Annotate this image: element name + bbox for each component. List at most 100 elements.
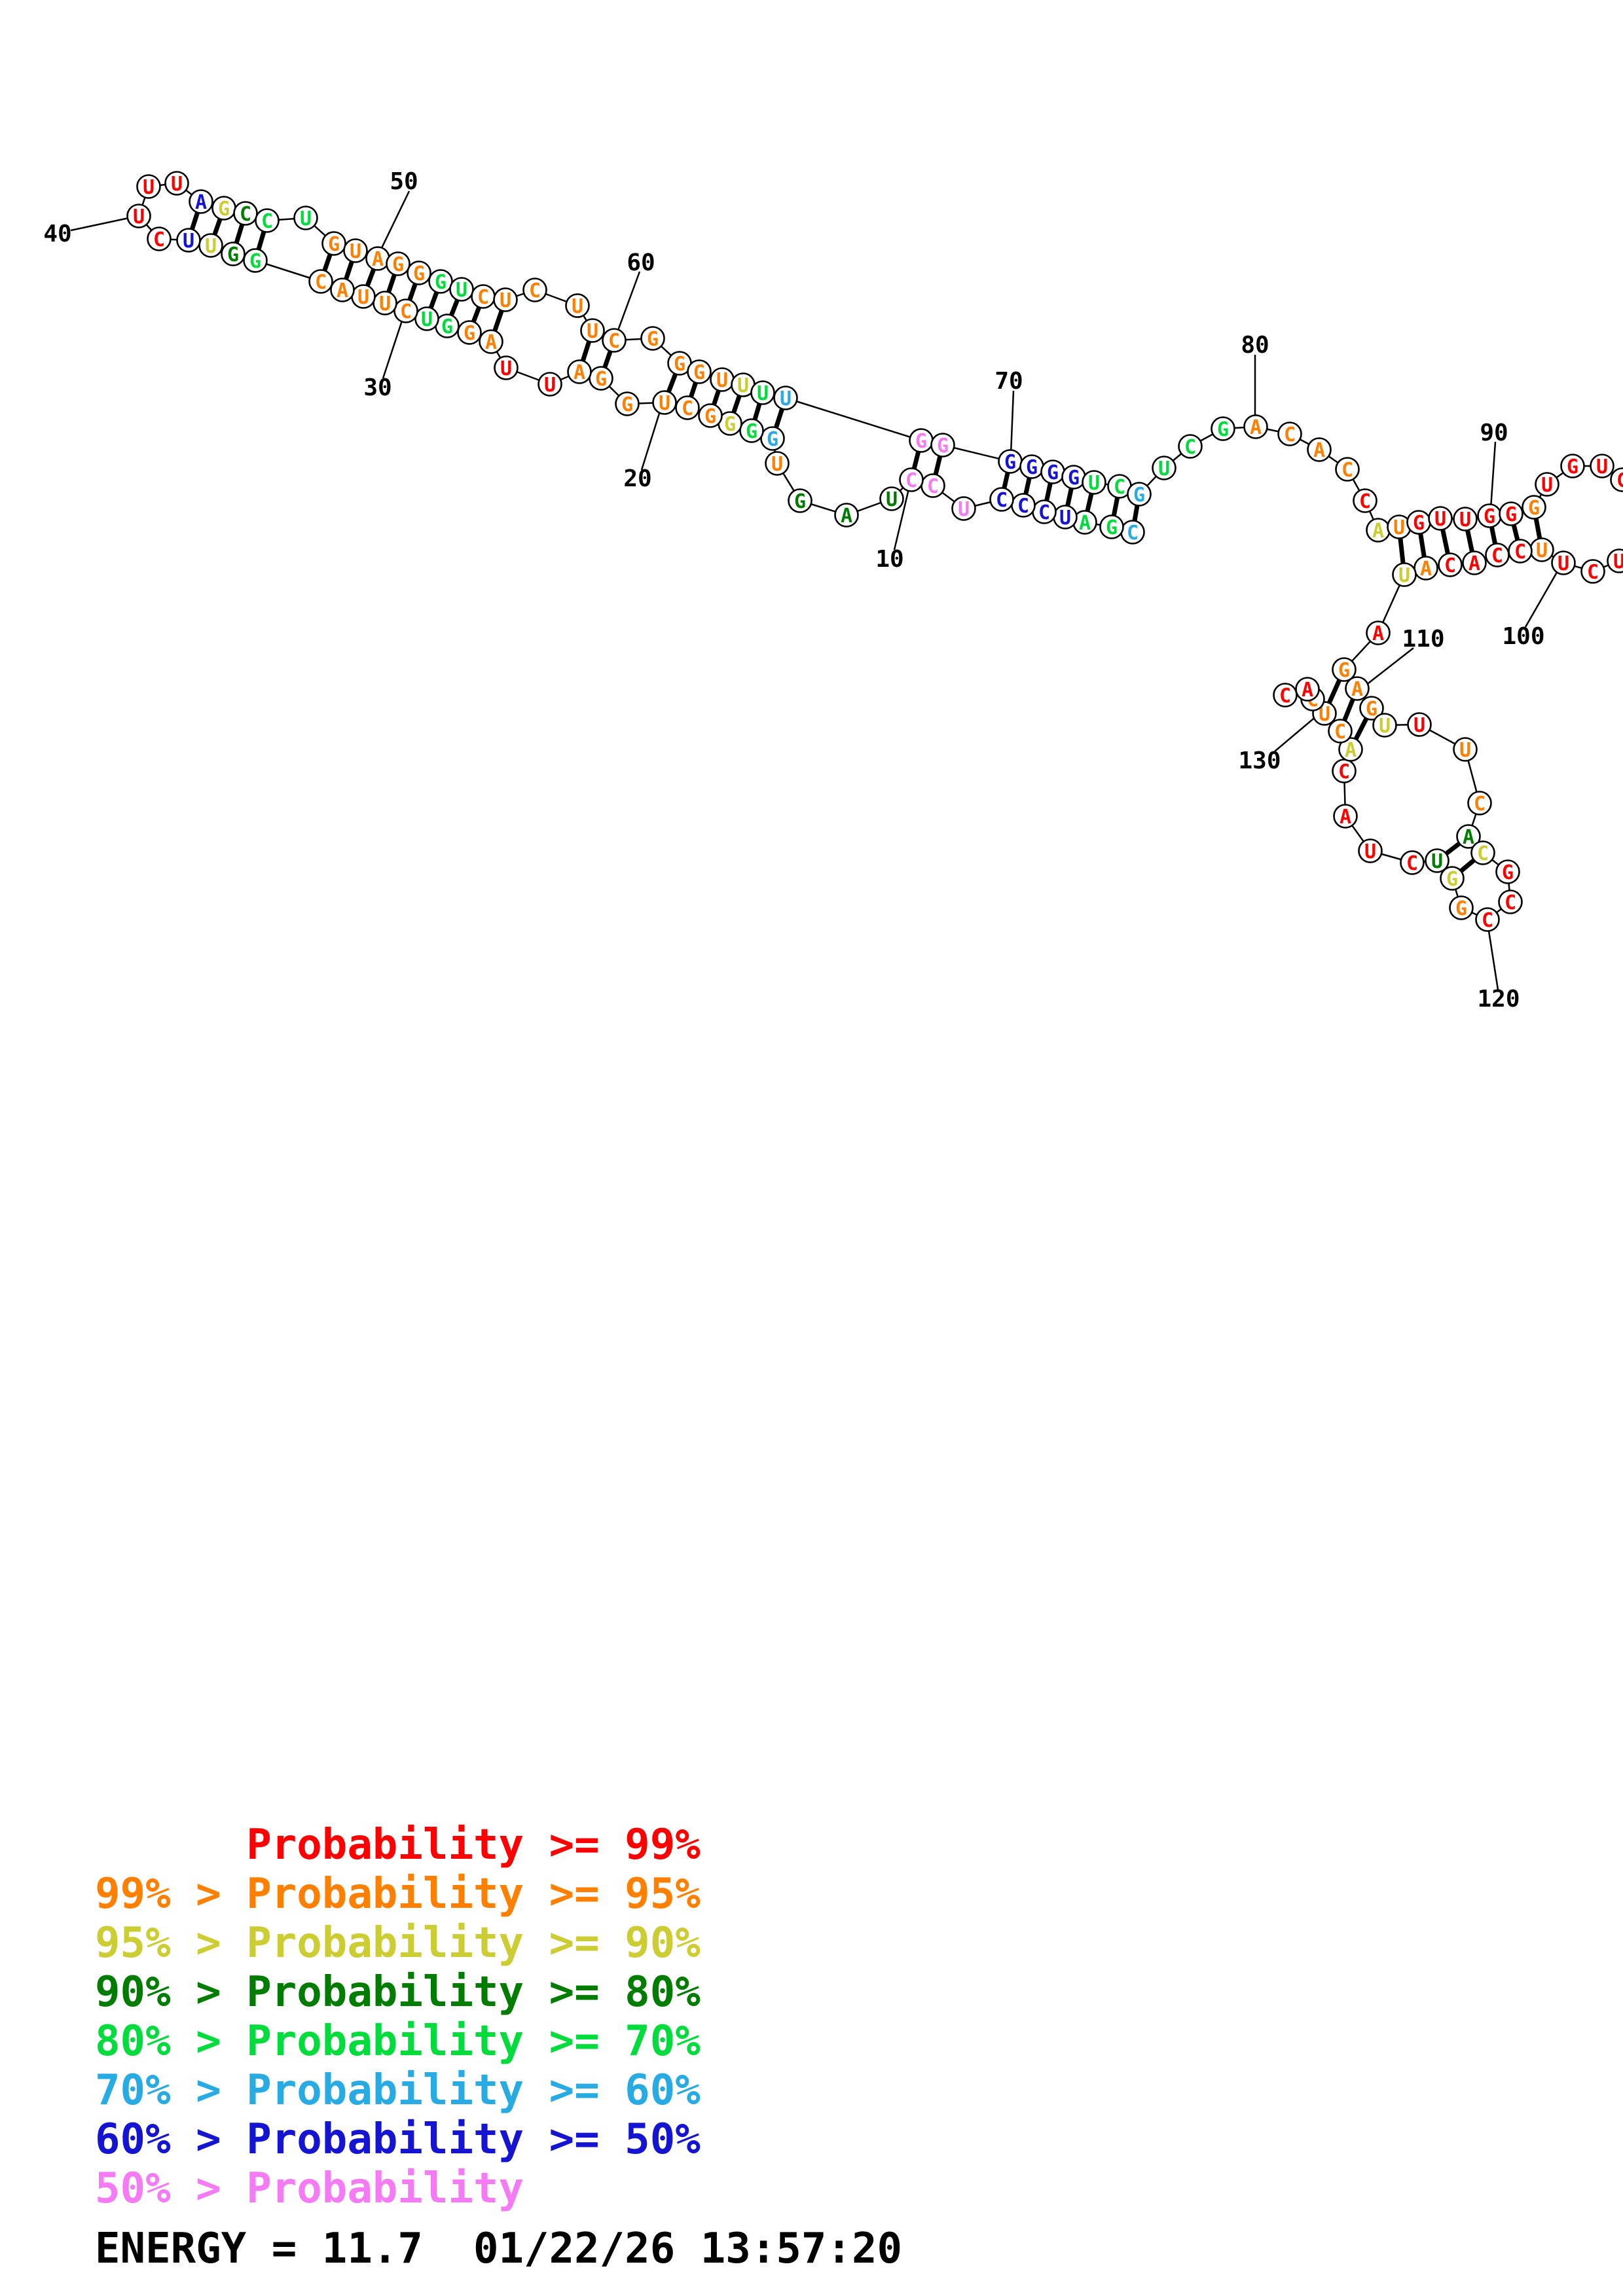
base-letter: A [195, 191, 207, 214]
nucleotide-circle [233, 201, 258, 226]
position-label: 50 [390, 168, 418, 195]
nucleotide: U [293, 206, 318, 230]
base-letter: G [1484, 505, 1495, 528]
base-letter: G [1026, 456, 1038, 479]
base-letter: G [1505, 503, 1517, 526]
nucleotide-circle [1332, 657, 1357, 682]
base-letter: G [1413, 512, 1425, 535]
nucleotide: G [211, 196, 236, 221]
base-letter: G [937, 435, 949, 457]
base-letter: C [240, 203, 251, 226]
position-label: 60 [627, 249, 655, 276]
base-letter: C [1504, 891, 1516, 914]
position-label: 20 [623, 465, 651, 492]
nucleotide: C [602, 328, 627, 353]
base-letter: U [1158, 457, 1170, 480]
nucleotide: G [1332, 657, 1357, 682]
nucleotide: U [494, 355, 519, 380]
nucleotide-circle [1522, 495, 1546, 520]
position-label: 40 [43, 221, 71, 247]
nucleotide-circle [1400, 850, 1425, 875]
nucleotide: G [221, 242, 246, 266]
nucleotide: U [580, 318, 605, 343]
nucleotide: U [493, 287, 518, 312]
base-letter: A [1345, 739, 1357, 762]
nucleotide: U [951, 496, 976, 521]
nucleotide: U [750, 380, 775, 405]
nucleotide-circle [879, 486, 904, 511]
nucleotide: G [1127, 482, 1152, 507]
nucleotide: G [1040, 459, 1065, 484]
nucleotide: A [330, 278, 355, 302]
nucleotide-circle [449, 277, 474, 302]
nucleotide-circle [293, 206, 318, 230]
nucleotide: C [1580, 559, 1605, 584]
base-letter: U [958, 498, 970, 521]
nucleotide-circle [1345, 676, 1370, 701]
nucleotide-circle [1082, 470, 1106, 495]
base-letter: C [1477, 842, 1489, 865]
nucleotide: U [198, 233, 223, 258]
nucleotide-circle [407, 260, 431, 285]
base-letter: G [1047, 461, 1059, 484]
nucleotide: C [1470, 840, 1495, 865]
nucleotide: G [1061, 465, 1086, 490]
base-letter: C [1279, 685, 1291, 708]
base-letter: G [1338, 659, 1350, 682]
nucleotide: A [1413, 556, 1438, 581]
nucleotide: A [1243, 414, 1268, 439]
nucleotide-circle [479, 329, 503, 354]
nucleotide-circle [1453, 507, 1478, 531]
base-letter: U [143, 176, 155, 199]
nucleotide: C [1120, 520, 1145, 545]
nucleotide-circle [221, 242, 246, 266]
nucleotide-circle [1366, 620, 1391, 645]
nucleotide: U [1607, 548, 1623, 573]
nucleotide: A [834, 503, 859, 528]
label-leader-line [640, 406, 663, 471]
base-letter: C [905, 469, 917, 492]
nucleotide: G [1099, 514, 1124, 539]
nucleotide: G [909, 428, 934, 453]
label-leader-line [382, 316, 405, 379]
nucleotide: G [788, 488, 812, 513]
nucleotide-circle [1440, 866, 1465, 891]
nucleotide-circle [1099, 514, 1124, 539]
nucleotide: A [1462, 550, 1487, 575]
nucleotide: G [640, 326, 665, 351]
nucleotide: G [1440, 866, 1465, 891]
position-label: 80 [1241, 332, 1269, 359]
nucleotide-circle [580, 318, 605, 343]
base-letter: G [724, 413, 736, 436]
position-label: 120 [1477, 986, 1520, 1013]
base-letter: U [1398, 564, 1410, 587]
nucleotide: A [479, 329, 503, 354]
nucleotide-circle [567, 359, 592, 384]
base-letter: C [261, 210, 273, 233]
base-letter: C [682, 397, 693, 420]
nucleotide-circle [899, 467, 924, 492]
nucleotide: G [1019, 454, 1044, 479]
base-letter: C [315, 271, 327, 294]
nucleotide-circle [1449, 895, 1474, 920]
nucleotide: U [1535, 472, 1559, 497]
nucleotide: G [1522, 495, 1546, 520]
base-letter: G [621, 393, 633, 416]
base-letter: U [1459, 509, 1471, 531]
nucleotide-circle [330, 278, 355, 302]
base-letter: U [544, 374, 556, 397]
nucleotide: C [1328, 719, 1353, 744]
base-letter: C [1284, 423, 1296, 446]
nucleotide-circle [393, 298, 418, 323]
nucleotide-circle [386, 251, 410, 276]
nucleotide: C [1438, 552, 1463, 577]
nucleotide: U [1428, 506, 1453, 531]
label-leader-line [1524, 569, 1559, 628]
nucleotide: U [1453, 507, 1478, 531]
nucleotide: U [879, 486, 904, 511]
base-letter: A [841, 505, 852, 528]
position-label-layer: 40 50 30 60 20 10 70 80 90 100 110 130 120 [43, 168, 1544, 1013]
nucleotide-circle [1333, 804, 1358, 829]
nucleotide-circle [1359, 696, 1384, 721]
